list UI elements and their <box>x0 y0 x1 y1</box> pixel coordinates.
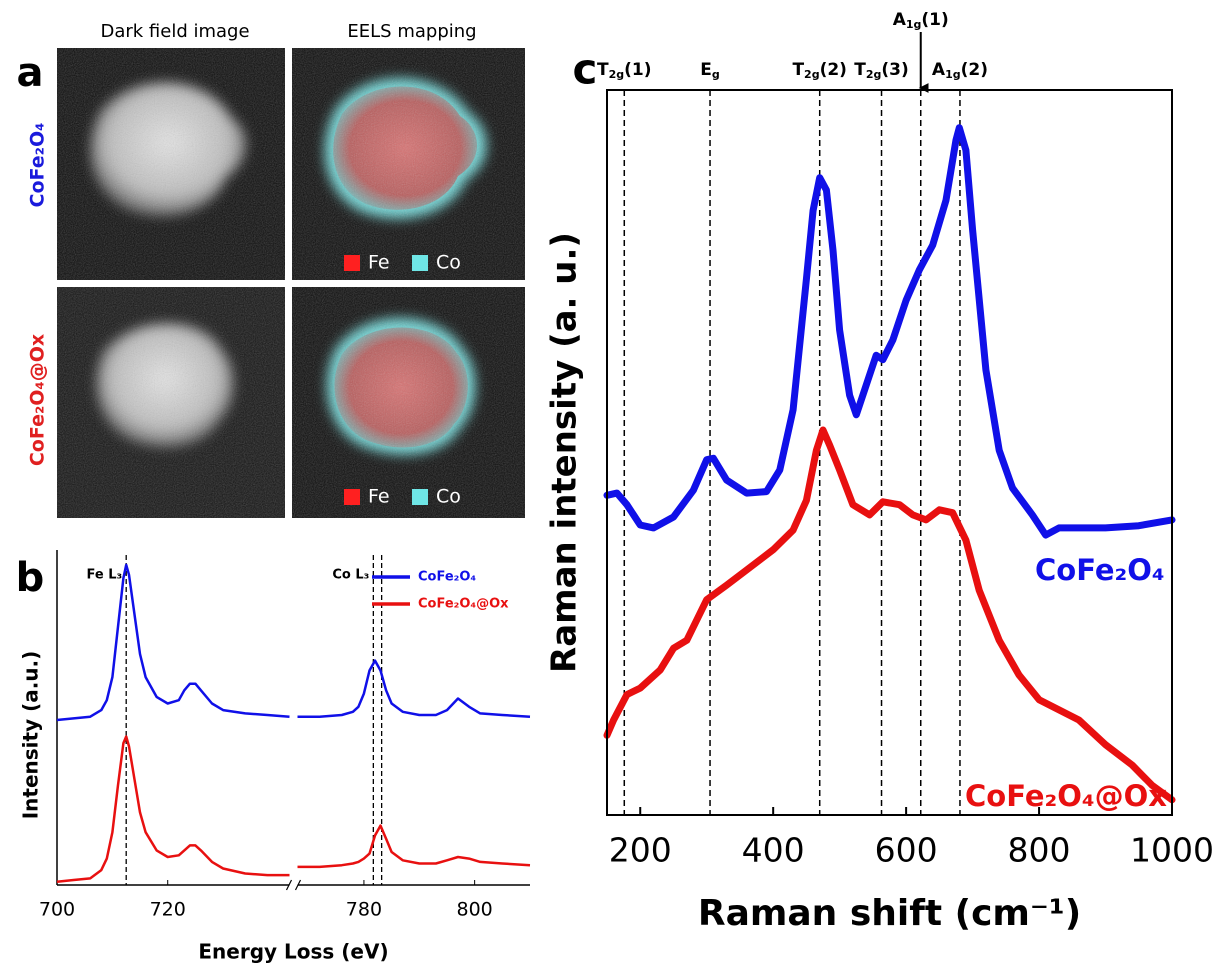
line <box>57 737 530 882</box>
legend-label: Co <box>436 252 461 274</box>
peak-label-base: A <box>893 10 907 30</box>
peak-label-suffix: (2) <box>961 60 988 80</box>
peak-label: T2g(2) <box>792 60 847 81</box>
peak-label: T2g(3) <box>854 60 909 81</box>
line <box>607 128 1172 535</box>
legend-label: Co <box>436 486 461 508</box>
series-label: CoFe₂O₄@Ox <box>965 779 1167 813</box>
image-panels <box>57 48 525 518</box>
peak-label-sub: 1g <box>906 18 922 31</box>
peak-label-base: T <box>597 60 609 80</box>
peak-label-suffix: (1) <box>921 10 948 30</box>
x-tick-label: 800 <box>1008 831 1071 870</box>
legend-label: CoFe₂O₄ <box>418 570 476 585</box>
panel-label: c <box>573 45 598 94</box>
legend-swatch <box>344 489 360 505</box>
peak-label-suffix: (2) <box>820 60 847 80</box>
legend-label: Fe <box>368 486 390 508</box>
plot-frame <box>607 90 1172 815</box>
peak-label-base: A <box>932 60 946 80</box>
legend-swatch <box>412 489 428 505</box>
figure: a Dark field image EELS mapping Fe Co Fe Co… <box>0 0 1221 970</box>
legend-swatch <box>412 255 428 271</box>
x-tick-label: 1000 <box>1130 831 1214 870</box>
x-tick-label: 600 <box>875 831 938 870</box>
x-tick-label: 720 <box>150 899 186 921</box>
series-label: CoFe₂O₄ <box>1035 553 1165 587</box>
column-title: EELS mapping <box>347 21 476 42</box>
column-title: Dark field image <box>100 21 249 42</box>
page: {"images": {"panel_label": "a", "column_… <box>0 0 1221 970</box>
x-tick-label: 200 <box>609 831 672 870</box>
annotation: Co L₃ <box>332 568 369 583</box>
y-axis-title: Intensity (a.u.) <box>19 651 43 820</box>
annotation: Fe L₃ <box>87 568 123 583</box>
peak-label-suffix: (1) <box>624 60 651 80</box>
x-tick-label: 800 <box>457 899 493 921</box>
peak-label: Eg <box>700 60 720 81</box>
peak-label-sub: 2g <box>804 68 820 81</box>
x-tick-label: 400 <box>742 831 805 870</box>
panel-label: b <box>16 555 45 601</box>
peak-label-base: T <box>792 60 804 80</box>
peak-label-sub: g <box>712 68 720 81</box>
peak-label-sub: 2g <box>866 68 882 81</box>
line <box>57 565 530 720</box>
chart-b: 700 720 780 800 Fe L₃ Co L₃ CoFe₂O₄ CoFe₂O₄@Ox b… <box>16 550 530 964</box>
legend-label: Fe <box>368 252 390 274</box>
row-label: CoFe₂O₄ <box>27 123 49 208</box>
x-axis-title: Energy Loss (eV) <box>198 940 388 964</box>
row-label: CoFe₂O₄@Ox <box>27 334 49 466</box>
peak-label: T2g(1) <box>597 60 652 81</box>
peak-label-sub: 2g <box>609 68 625 81</box>
peak-label-suffix: (3) <box>881 60 908 80</box>
peak-label-sub: 1g <box>945 68 961 81</box>
panel-label: a <box>17 50 44 96</box>
x-axis-title: Raman shift (cm⁻¹) <box>698 893 1081 934</box>
row-labels: CoFe₂O₄ CoFe₂O₄@Ox <box>27 123 49 467</box>
legend-swatch <box>344 255 360 271</box>
y-axis-title: Raman intensity (a. u.) <box>545 232 585 673</box>
peak-label-base: T <box>854 60 866 80</box>
x-tick-label: 700 <box>39 899 75 921</box>
gutter <box>57 280 525 287</box>
legend-label: CoFe₂O₄@Ox <box>418 597 509 612</box>
x-tick-label: 780 <box>346 899 382 921</box>
peak-label: A1g(1) <box>893 10 949 31</box>
peak-label: A1g(2) <box>932 60 988 81</box>
peak-label-base: E <box>700 60 712 80</box>
